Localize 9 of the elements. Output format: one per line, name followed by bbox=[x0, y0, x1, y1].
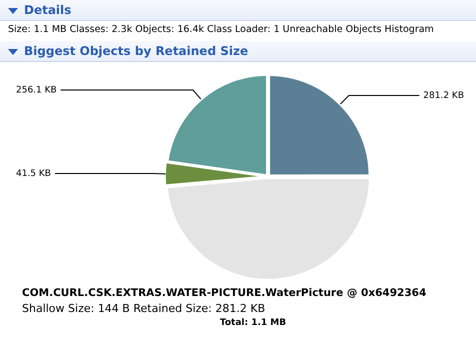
data-label: 41.5 KB bbox=[16, 168, 51, 179]
chart-title: Biggest Objects by Retained Size bbox=[24, 44, 248, 58]
data-label: 281.2 KB bbox=[423, 90, 464, 101]
text: Shallow Size: 144 B Retained Size: 281.2 KB bbox=[21, 302, 266, 315]
data-label: 256.1 KB bbox=[16, 85, 57, 96]
text: Details bbox=[24, 3, 72, 17]
text: Total: 1.1 MB bbox=[218, 318, 288, 328]
text: COM.CURL.CSK.EXTRAS.WATER-PICTURE.WaterPicture @ 0x6492364 bbox=[21, 287, 428, 299]
text: Size: 1.1 MB Classes: 2.3k Objects: 16.4k Class Loader: 1 Unreachable Objects Histogram bbox=[7, 23, 435, 37]
